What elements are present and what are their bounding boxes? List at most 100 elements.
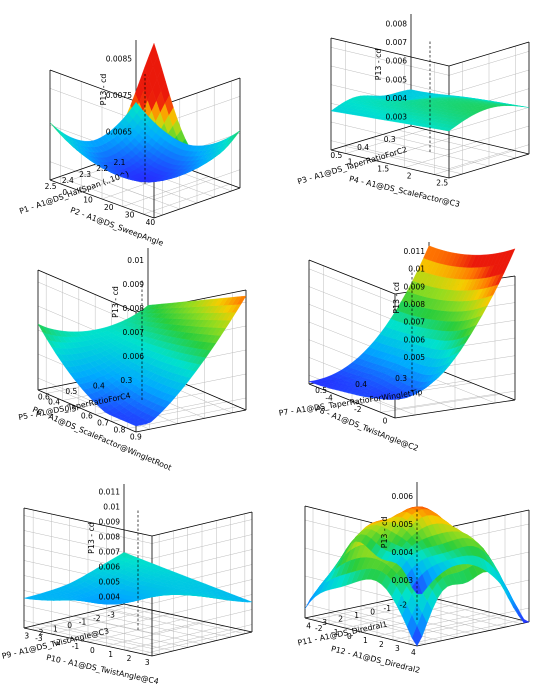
z-tick-label: 0.005 bbox=[386, 75, 408, 84]
surface-plot-svg: 0.0060.0070.0080.0090.010.30.40.50.60.40… bbox=[18, 248, 247, 472]
y-tick-label: 2 bbox=[127, 654, 132, 663]
surface-plot-6: 0.003 0.004 0.005 0.006 -2 -1 0 1 2 3 4 -2 -1 0 1 2 3 4 P1… bbox=[275, 456, 550, 684]
y-tick-label: 0.9 bbox=[130, 433, 142, 442]
surface-plot-svg: 0.0065 0.0075 0.0085 2.1 2.2 2.3 2.4 2.5 0 10 20 30… bbox=[18, 40, 241, 248]
x-tick-label: -2 bbox=[93, 614, 101, 623]
z-tick-label: 0.0075 bbox=[106, 91, 132, 100]
box-edge bbox=[151, 511, 253, 537]
x-tick-label: 0.4 bbox=[355, 380, 367, 389]
floor-edge bbox=[330, 149, 450, 179]
y-tick-label: 10 bbox=[83, 195, 93, 204]
surface-plot-svg: 0.004 0.005 0.006 0.007 0.008 0.009 0.01 0.011 -… bbox=[1, 484, 253, 684]
y-tick-label: -3 bbox=[35, 634, 43, 643]
z-tick-label: 0.0085 bbox=[106, 54, 132, 63]
surface-plot-svg: 0.003 0.004 0.005 0.006 0.007 0.008 0.3 0.4 0.5 1… bbox=[296, 14, 530, 209]
y-tick-label: 0 bbox=[62, 188, 67, 197]
floor-edge bbox=[23, 627, 153, 657]
x-tick-label: 0.5 bbox=[330, 151, 342, 160]
y-tick-label: -2 bbox=[53, 638, 61, 647]
surface-plot-1: 0.0065 0.0075 0.0085 2.1 2.2 2.3 2.4 2.5 0 10 20 30… bbox=[0, 0, 275, 248]
y-tick-label: 1 bbox=[363, 636, 368, 645]
surface-plot-2: 0.003 0.004 0.005 0.006 0.007 0.008 0.3 0.4 0.5 1… bbox=[275, 0, 550, 228]
y-tick-label: -2 bbox=[354, 405, 362, 414]
x-tick-label: 2.5 bbox=[45, 182, 57, 191]
y-tick-label: -2 bbox=[315, 624, 323, 633]
y-axis-title: P12 - A1@DS_Diredral2 bbox=[330, 644, 421, 675]
surface-mesh bbox=[37, 295, 247, 427]
z-tick-label: 0.006 bbox=[392, 492, 414, 501]
x-tick-label: 2.1 bbox=[113, 158, 125, 167]
z-tick-label: 0.005 bbox=[404, 353, 426, 362]
surface-mesh bbox=[23, 552, 253, 605]
z-tick-label: 0.009 bbox=[123, 280, 145, 289]
surface-mesh bbox=[330, 89, 530, 132]
surface-plot-3: 0.006 0.007 0.008 0.009 0.01 0.3 0.4 0.5 0.6 0.4 0… bbox=[0, 228, 275, 472]
z-tick-label: 0.008 bbox=[123, 304, 145, 313]
z-tick-label: 0.006 bbox=[123, 352, 145, 361]
y-axis-title: P10 - A1@DS_TwistAngle@C4 bbox=[45, 653, 159, 684]
x-tick-label: 0.4 bbox=[93, 381, 105, 390]
y-tick-label: -1 bbox=[72, 642, 80, 651]
x-tick-label: -2 bbox=[400, 601, 408, 610]
y-tick-label: 0.7 bbox=[97, 419, 109, 428]
x-tick-label: 0.5 bbox=[315, 386, 327, 395]
floor-edge bbox=[304, 617, 418, 647]
y-tick-label: 2 bbox=[379, 640, 384, 649]
z-tick-label: 0.011 bbox=[99, 488, 121, 497]
x-tick-label: 0.3 bbox=[384, 135, 396, 144]
x-tick-label: 3 bbox=[24, 631, 29, 640]
y-tick-label: 0 bbox=[90, 646, 95, 655]
y-tick-label: 4 bbox=[411, 648, 416, 657]
y-tick-label: 40 bbox=[146, 218, 156, 227]
z-tick-label: 0.008 bbox=[386, 19, 408, 28]
y-tick-label: 3 bbox=[145, 658, 150, 667]
box-edge bbox=[37, 269, 137, 313]
y-tick-label: 0.8 bbox=[114, 426, 126, 435]
y-tick-label: -1 bbox=[331, 628, 339, 637]
z-axis-title: P13 - cd bbox=[392, 282, 401, 314]
x-tick-label: 3 bbox=[322, 618, 327, 627]
x-tick-label: -3 bbox=[107, 611, 115, 620]
z-axis-title: P13 - cd bbox=[374, 49, 383, 81]
z-tick-label: 0.006 bbox=[99, 563, 121, 572]
z-tick-label: 0.0065 bbox=[106, 128, 132, 137]
floor-edge bbox=[49, 179, 155, 219]
y-tick-label: 0.4 bbox=[48, 398, 60, 407]
floor-edge bbox=[37, 389, 137, 433]
x-tick-label: 0.3 bbox=[395, 374, 407, 383]
z-tick-label: 0.006 bbox=[404, 335, 426, 344]
z-tick-label: 0.009 bbox=[404, 282, 426, 291]
z-axis-title: P13 - cd bbox=[99, 74, 108, 106]
surface-patch bbox=[423, 245, 434, 260]
x-tick-label: 2.3 bbox=[79, 170, 91, 179]
z-tick-label: 0.005 bbox=[392, 520, 414, 529]
y-tick-label: 1 bbox=[348, 158, 353, 167]
x-tick-label: -1 bbox=[384, 604, 392, 613]
box-edge bbox=[330, 37, 450, 67]
x-tick-label: 2.4 bbox=[62, 176, 74, 185]
z-tick-label: 0.007 bbox=[404, 318, 426, 327]
z-axis-title: P13 - cd bbox=[111, 286, 120, 318]
y-tick-label: 1 bbox=[108, 650, 113, 659]
floor-edge bbox=[308, 383, 396, 419]
y-tick-label: 20 bbox=[104, 203, 114, 212]
box-edge bbox=[448, 41, 530, 67]
z-tick-label: 0.004 bbox=[386, 94, 408, 103]
floor-edge bbox=[153, 187, 241, 219]
z-tick-label: 0.003 bbox=[386, 113, 408, 122]
surface-patch bbox=[407, 89, 417, 92]
y-tick-label: 0.5 bbox=[65, 405, 77, 414]
x-tick-label: 1 bbox=[354, 611, 359, 620]
floor-edge bbox=[410, 125, 530, 155]
x-tick-label: 0.4 bbox=[357, 143, 369, 152]
surface-patch bbox=[142, 304, 154, 310]
surface-patch bbox=[119, 552, 131, 558]
y-tick-label: -4 bbox=[325, 394, 333, 403]
surface-patch bbox=[231, 130, 241, 140]
z-tick-label: 0.01 bbox=[127, 256, 144, 265]
surface-mesh bbox=[304, 506, 530, 647]
x-tick-label: 0.5 bbox=[65, 387, 77, 396]
y-tick-label: 0.6 bbox=[81, 412, 93, 421]
box-edge bbox=[308, 259, 396, 295]
z-tick-label: 0.004 bbox=[392, 548, 414, 557]
